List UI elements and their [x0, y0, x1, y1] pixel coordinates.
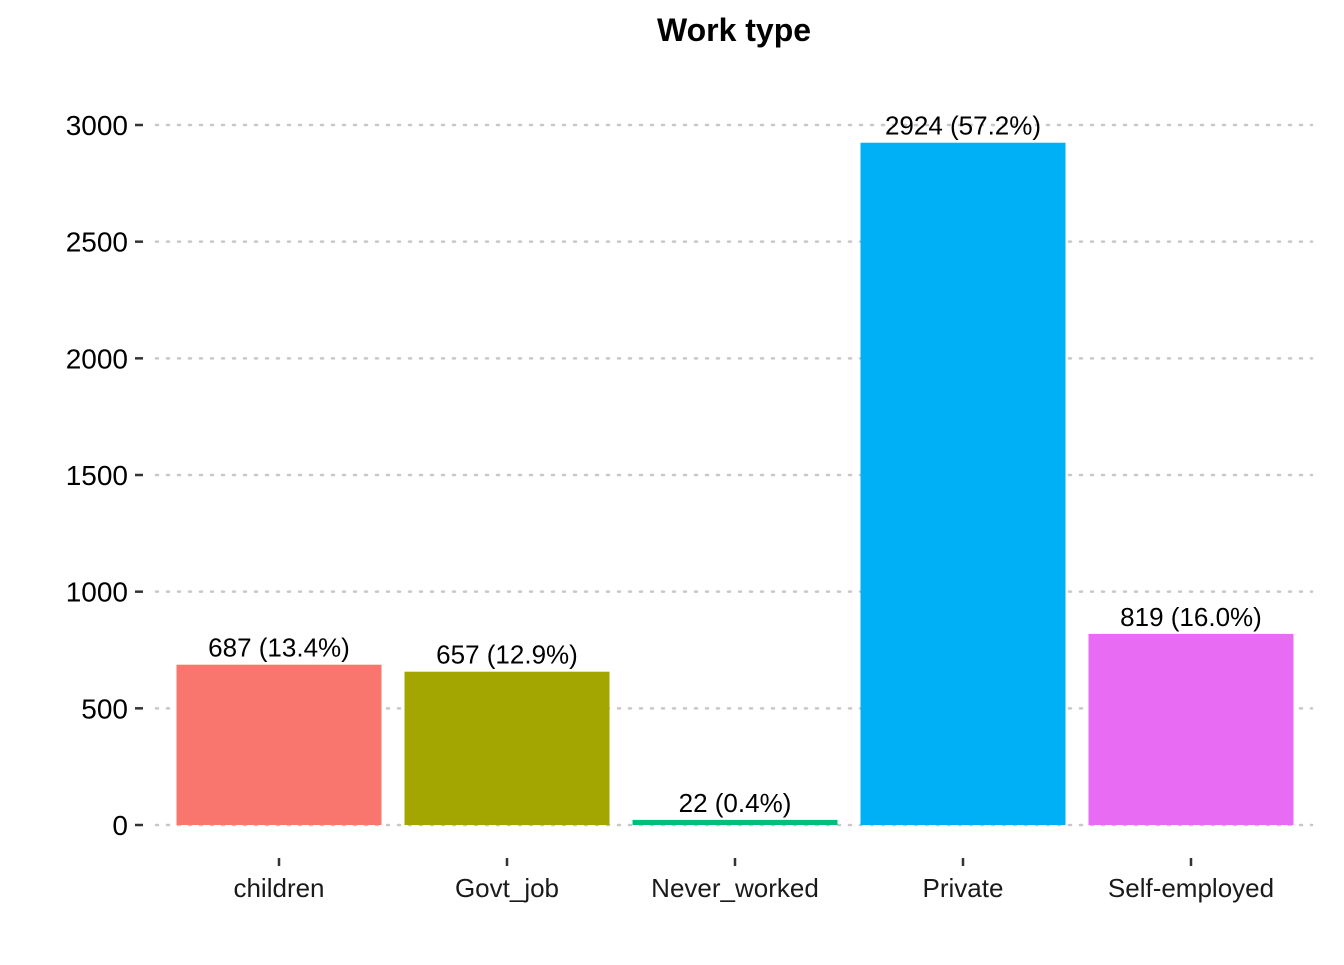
bar-private — [860, 142, 1066, 825]
bar-labels: 687 (13.4%) 657 (12.9%) 22 (0.4%) 2924 (57.… — [208, 111, 1262, 818]
x-tick-label: Self-employed — [1108, 873, 1274, 903]
bar-never-worked — [632, 819, 838, 825]
chart-title: Work type — [657, 12, 811, 48]
y-tick-label: 0 — [112, 810, 128, 841]
x-tick-label: Govt_job — [455, 873, 559, 903]
bar-data-label: 22 (0.4%) — [679, 788, 792, 818]
bar-data-label: 657 (12.9%) — [436, 640, 578, 670]
bar-data-label: 819 (16.0%) — [1120, 602, 1262, 632]
x-tick-label: Never_worked — [651, 873, 819, 903]
y-tick-label: 500 — [81, 693, 128, 724]
bar-govt-job — [404, 671, 610, 825]
x-tick-label: Private — [923, 873, 1004, 903]
y-tick-label: 2500 — [66, 227, 128, 258]
y-tick-label: 1000 — [66, 577, 128, 608]
bars — [176, 142, 1294, 825]
y-tick-label: 3000 — [66, 110, 128, 141]
x-axis: children Govt_job Never_worked Private Self-… — [233, 858, 1274, 903]
y-axis: 0 500 1000 1500 2000 2500 3000 — [66, 110, 143, 841]
y-tick-label: 1500 — [66, 460, 128, 491]
bar-data-label: 687 (13.4%) — [208, 633, 350, 663]
bar-data-label: 2924 (57.2%) — [885, 111, 1041, 141]
bar-self-employed — [1088, 633, 1294, 825]
bar-children — [176, 664, 382, 825]
x-tick-label: children — [233, 873, 324, 903]
y-tick-label: 2000 — [66, 343, 128, 374]
